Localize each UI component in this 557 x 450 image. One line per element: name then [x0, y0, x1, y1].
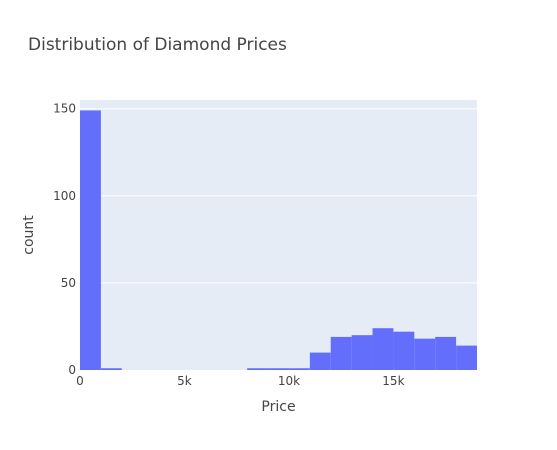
histogram-bar	[456, 345, 477, 370]
bars	[80, 110, 477, 371]
histogram-bar	[393, 331, 415, 370]
y-tick-label: 150	[53, 102, 76, 116]
x-axis-title: Price	[261, 399, 295, 415]
y-tick-label: 0	[68, 363, 76, 377]
y-axis-title: count	[21, 215, 37, 255]
gridlines	[80, 108, 477, 284]
plot-area	[80, 100, 477, 370]
histogram-bar	[247, 368, 269, 370]
y-axis-ticks: 0 50 100 150	[53, 102, 76, 377]
histogram-bar	[100, 368, 122, 370]
histogram-bar	[435, 336, 457, 370]
histogram-bar	[372, 328, 394, 370]
histogram-bar	[330, 336, 352, 370]
histogram-bar	[80, 110, 101, 371]
y-tick-label: 100	[53, 189, 76, 203]
histogram-bar	[309, 352, 331, 370]
x-axis-ticks: 0 5k 10k 15k	[76, 374, 404, 388]
x-tick-label: 10k	[278, 374, 300, 388]
x-tick-label: 0	[76, 374, 84, 388]
y-tick-label: 50	[61, 276, 76, 290]
histogram-bar	[288, 368, 310, 370]
histogram-bar	[268, 368, 289, 370]
histogram-bar	[351, 335, 373, 370]
chart-title: Distribution of Diamond Prices	[28, 35, 287, 55]
x-tick-label: 5k	[177, 374, 192, 388]
histogram-bar	[414, 338, 436, 370]
x-tick-label: 15k	[382, 374, 404, 388]
